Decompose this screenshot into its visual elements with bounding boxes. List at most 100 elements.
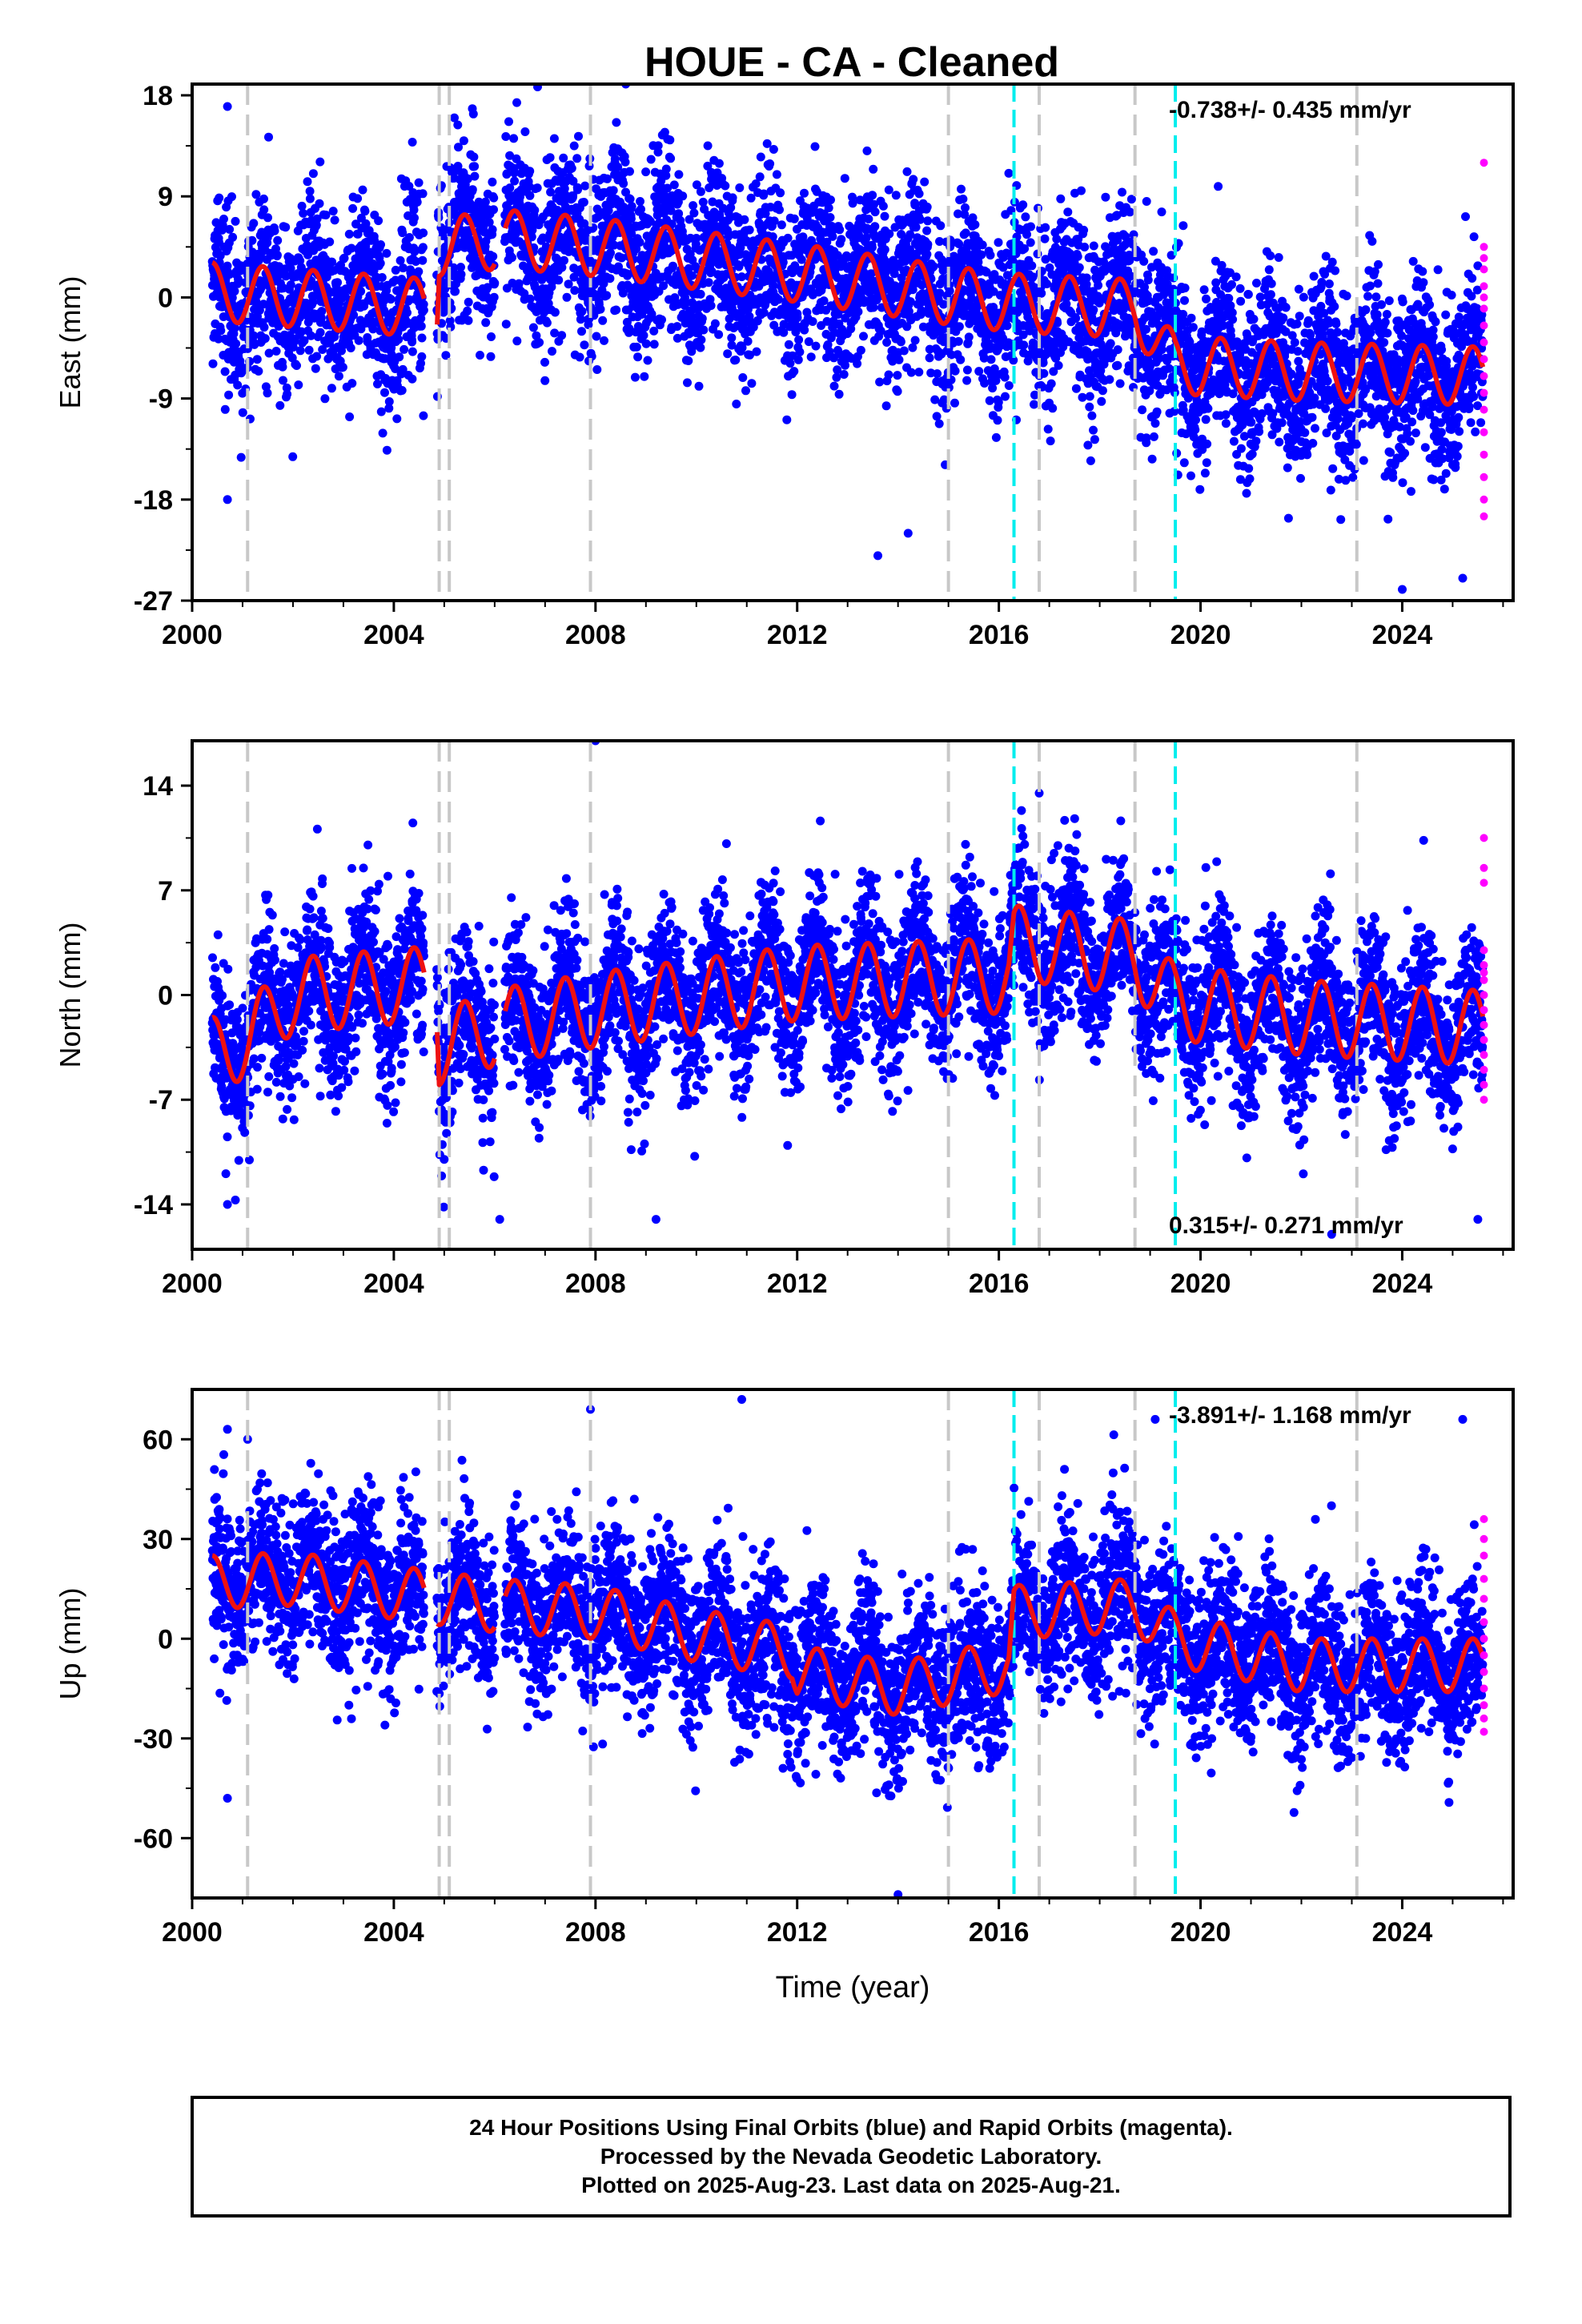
- data-point: [745, 350, 754, 360]
- data-point: [260, 334, 270, 344]
- data-point: [592, 332, 601, 341]
- data-point: [464, 316, 473, 325]
- data-point: [408, 337, 417, 347]
- data-point: [577, 327, 586, 336]
- data-point: [273, 235, 283, 245]
- data-point: [681, 298, 691, 308]
- data-point: [408, 138, 417, 147]
- data-point: [618, 288, 628, 298]
- data-point: [726, 203, 736, 212]
- data-point: [936, 221, 946, 231]
- data-point: [1179, 458, 1189, 468]
- data-point: [689, 201, 698, 211]
- data-point: [373, 380, 382, 388]
- data-point: [954, 322, 964, 332]
- data-point: [737, 272, 746, 282]
- data-point: [463, 174, 472, 183]
- data-point: [970, 220, 980, 229]
- east-final-orbit-points: [207, 84, 1488, 594]
- data-point: [884, 370, 893, 380]
- data-point: [410, 213, 419, 223]
- data-point: [233, 380, 243, 390]
- data-point: [320, 394, 330, 404]
- data-point: [909, 175, 918, 184]
- data-point: [878, 201, 888, 211]
- data-point: [501, 320, 511, 329]
- data-point: [382, 248, 391, 258]
- data-point: [348, 203, 358, 213]
- data-point: [358, 185, 367, 195]
- data-point: [1073, 251, 1082, 261]
- data-point: [501, 132, 511, 141]
- data-point: [297, 327, 306, 336]
- data-point: [899, 346, 909, 356]
- data-point: [978, 240, 987, 250]
- data-point: [793, 313, 802, 323]
- data-point: [484, 218, 494, 227]
- data-point: [991, 432, 1001, 442]
- data-point: [533, 84, 542, 91]
- data-point: [922, 203, 932, 211]
- data-point: [414, 178, 424, 187]
- data-point: [627, 229, 636, 238]
- data-point: [1039, 368, 1049, 378]
- data-point: [1089, 241, 1098, 251]
- data-point: [632, 244, 641, 254]
- data-point: [560, 255, 568, 265]
- data-point: [859, 332, 868, 341]
- data-point: [463, 306, 472, 316]
- data-point: [489, 205, 498, 215]
- data-point: [557, 263, 567, 272]
- data-point: [252, 355, 262, 364]
- data-point: [829, 381, 839, 391]
- data-point: [632, 342, 641, 352]
- data-point: [1274, 253, 1283, 262]
- data-point: [509, 134, 519, 143]
- data-point: [834, 389, 844, 399]
- data-point: [759, 308, 769, 317]
- data-point: [1139, 256, 1149, 266]
- data-point: [639, 331, 648, 340]
- data-point: [811, 341, 821, 351]
- data-point: [315, 199, 324, 208]
- data-point: [1157, 345, 1166, 355]
- data-point: [299, 208, 308, 218]
- data-point: [1236, 296, 1246, 306]
- data-point: [540, 357, 549, 367]
- data-point: [525, 167, 535, 176]
- data-point: [411, 257, 420, 266]
- data-point: [328, 207, 338, 216]
- data-point: [215, 193, 224, 203]
- data-point: [228, 232, 238, 242]
- data-point: [488, 251, 498, 261]
- data-point: [620, 157, 630, 167]
- data-point: [486, 352, 496, 361]
- data-point: [819, 296, 829, 306]
- data-point: [657, 315, 666, 324]
- data-point: [557, 331, 567, 340]
- data-point: [441, 351, 451, 360]
- data-point: [795, 348, 805, 356]
- data-point: [915, 215, 925, 224]
- data-point: [386, 295, 396, 304]
- data-point: [509, 168, 519, 178]
- data-point: [660, 127, 669, 137]
- data-point: [528, 225, 537, 235]
- data-point: [856, 345, 865, 355]
- data-point: [572, 154, 582, 163]
- data-point: [1079, 225, 1089, 235]
- data-point: [384, 397, 394, 406]
- data-point: [659, 208, 669, 218]
- data-point: [1201, 415, 1211, 424]
- data-point: [1002, 321, 1012, 331]
- data-point: [520, 127, 530, 136]
- data-point: [481, 318, 491, 328]
- data-point: [275, 400, 285, 410]
- data-point: [1115, 379, 1125, 388]
- data-point: [769, 145, 778, 154]
- data-point: [416, 359, 425, 368]
- data-point: [1089, 425, 1098, 435]
- data-point: [418, 255, 428, 265]
- data-point: [869, 164, 878, 174]
- data-point: [286, 280, 295, 290]
